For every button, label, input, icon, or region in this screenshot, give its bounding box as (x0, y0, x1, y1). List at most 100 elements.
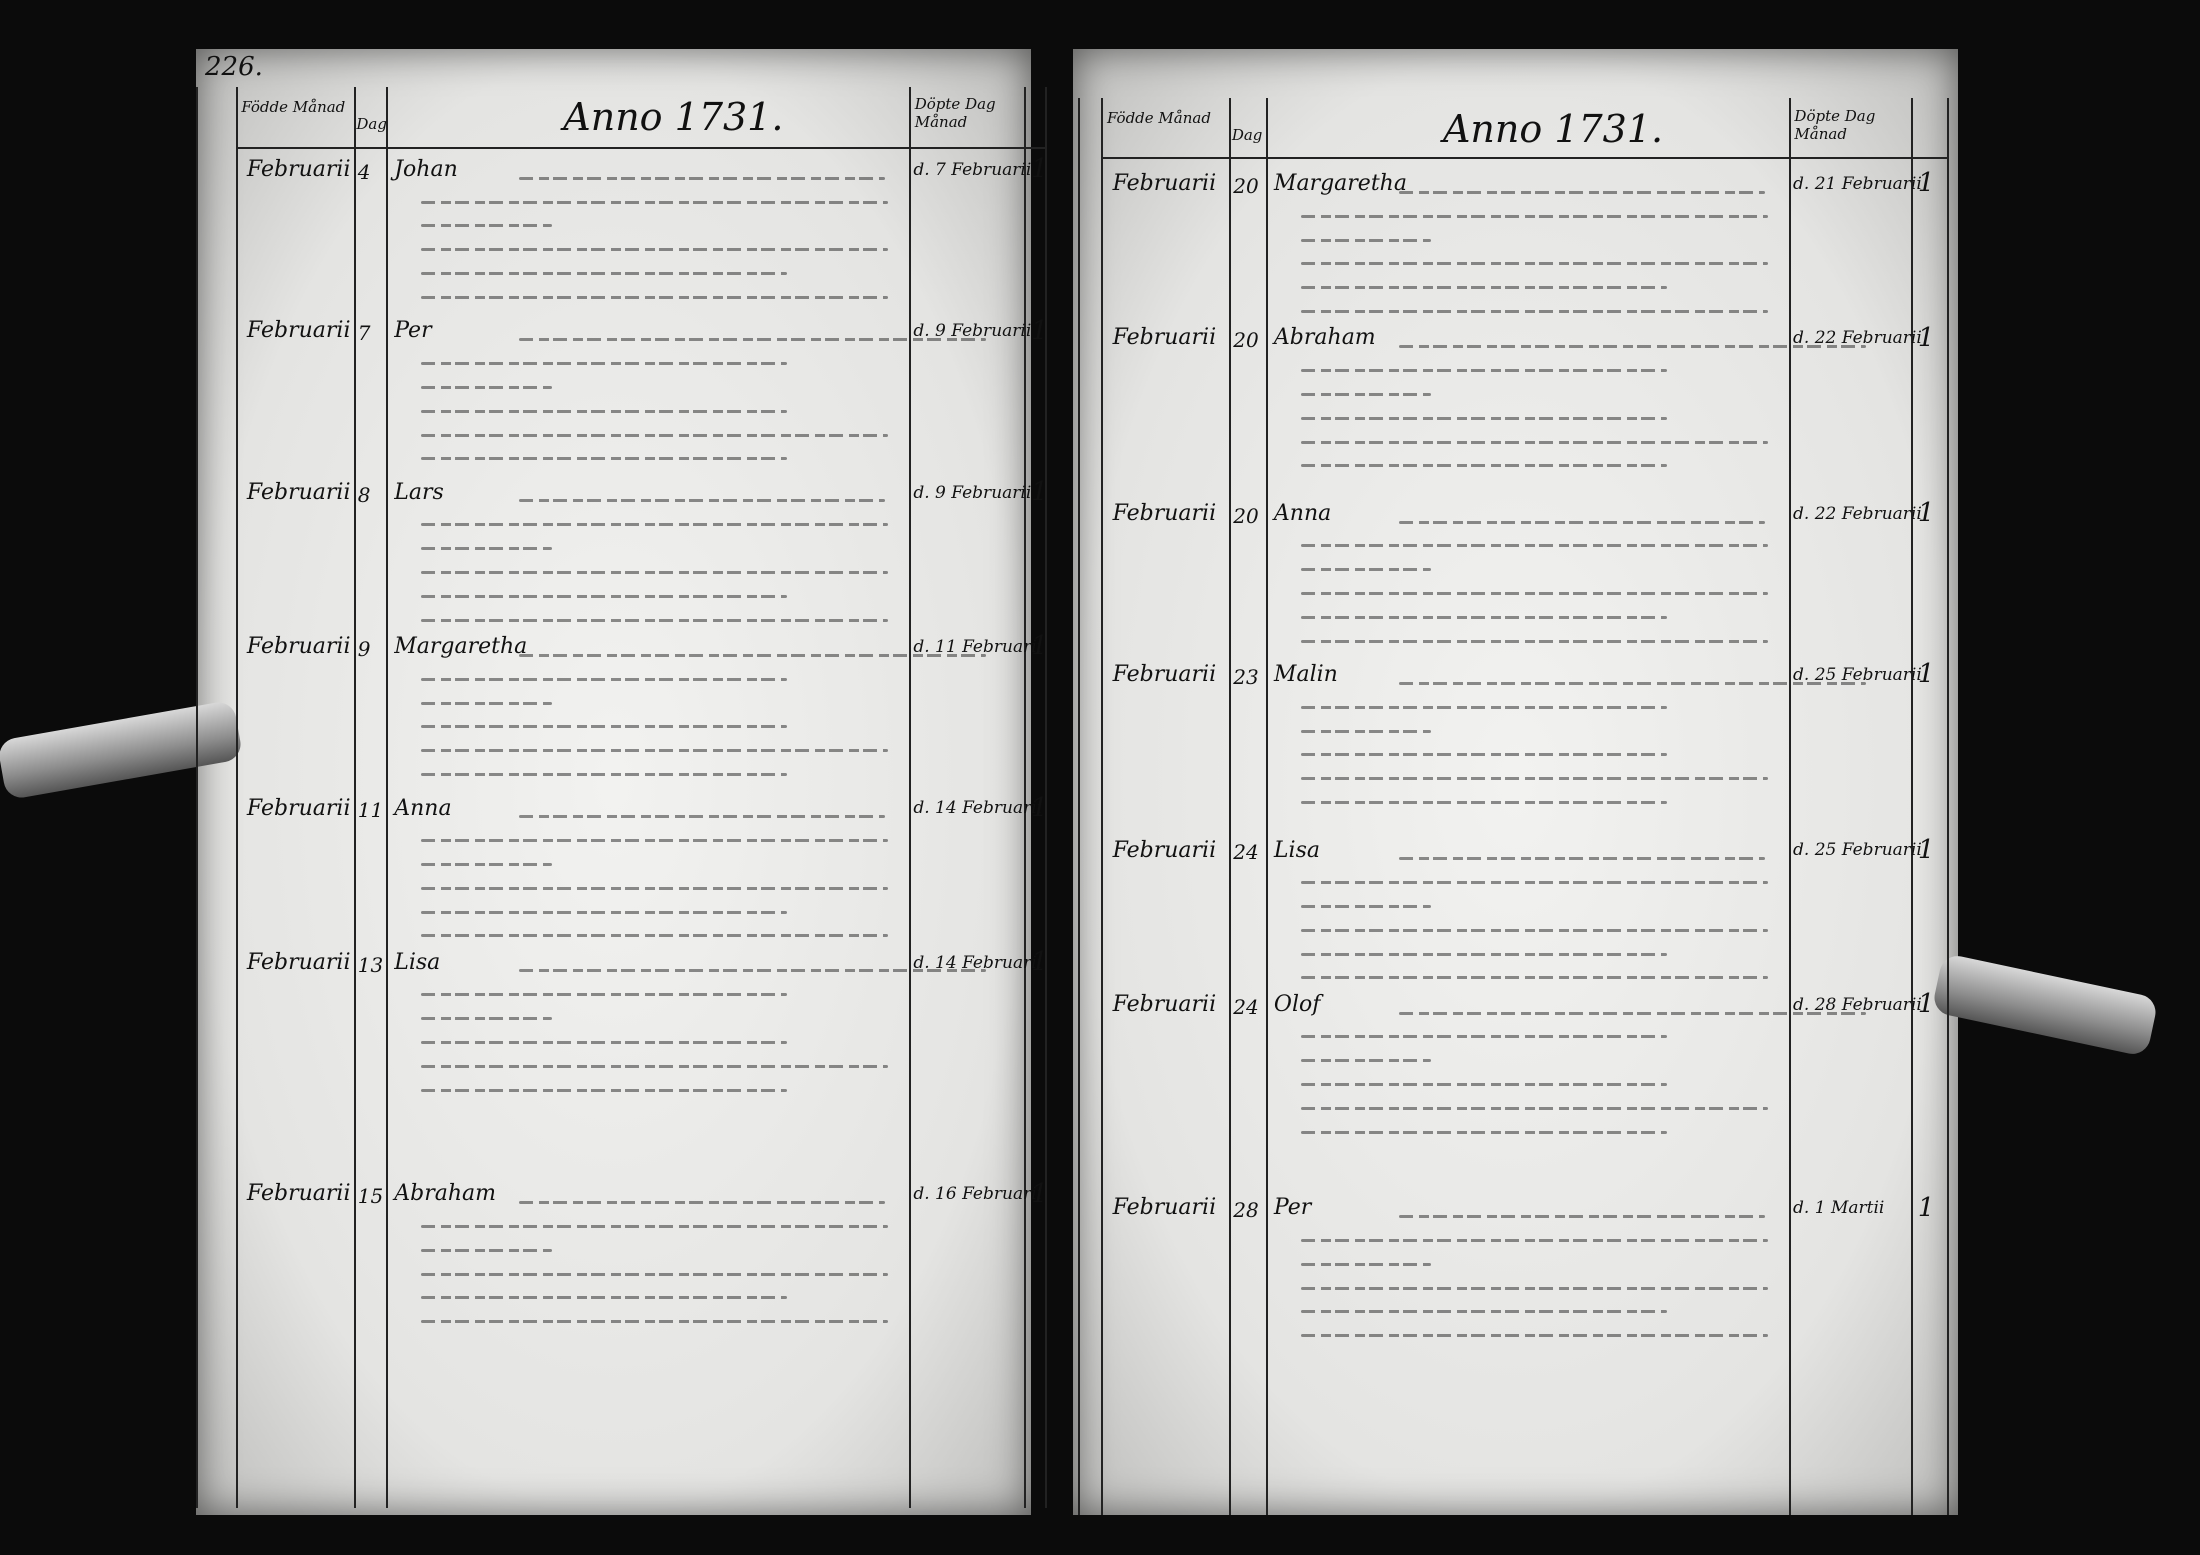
child-name: Per (394, 318, 432, 344)
handwriting-line (420, 433, 889, 437)
handwriting-line (1300, 1238, 1768, 1242)
entry-count: 1 (1917, 168, 1935, 199)
entry-count: 1 (1917, 834, 1935, 865)
handwriting-line (420, 523, 889, 527)
handwriting-line (519, 969, 987, 973)
handwriting-line (1300, 881, 1768, 885)
column-rule (353, 86, 356, 1509)
entry-count: 1 (1031, 315, 1048, 346)
entry-count: 1 (1031, 477, 1048, 508)
page-title: Anno 1731. (1442, 106, 1664, 151)
birth-day: 8 (357, 482, 371, 507)
entry-count: 1 (1031, 631, 1048, 662)
handwriting-line (420, 725, 788, 729)
handwriting-line (1300, 777, 1768, 781)
column-rule (1024, 86, 1027, 1509)
handwriting-line (1300, 1059, 1432, 1063)
handwriting-line (1300, 568, 1432, 572)
handwriting-line (420, 838, 889, 842)
handwriting-line (420, 200, 889, 204)
entry-count: 1 (1917, 1192, 1935, 1223)
handwriting-line (1300, 416, 1667, 420)
handwriting-line (420, 773, 788, 777)
entry-count: 1 (1031, 792, 1048, 823)
handwriting-line (420, 993, 788, 997)
birth-month: Februarii (246, 157, 351, 183)
handwriting-line (1300, 392, 1432, 396)
handwriting-line (1300, 310, 1768, 314)
child-name: Abraham (1273, 325, 1376, 351)
header-rule (1101, 157, 1948, 160)
handwriting-line (1300, 952, 1667, 956)
month-column-header: Födde Månad (241, 98, 346, 117)
handwriting-line (1300, 801, 1667, 805)
baptism-date: d. 11 Februarii (913, 636, 1043, 657)
handwriting-line (519, 653, 987, 657)
birth-month: Februarii (246, 795, 351, 821)
handwriting-line (420, 886, 889, 890)
child-name: Lars (394, 479, 444, 505)
handwriting-line (1300, 1262, 1432, 1266)
child-name: Anna (1273, 500, 1332, 526)
left-sheet (196, 49, 1031, 1515)
child-name: Margaretha (394, 634, 528, 660)
birth-month: Februarii (246, 949, 351, 975)
handwriting-line (1300, 1106, 1768, 1110)
birth-month: Februarii (1112, 662, 1217, 688)
baptism-date: d. 16 Februarii (913, 1184, 1043, 1205)
handwriting-line (519, 338, 987, 342)
handwriting-line (1300, 1334, 1768, 1338)
birth-month: Februarii (246, 634, 351, 660)
handwriting-line (420, 248, 889, 252)
handwriting-line (420, 547, 552, 551)
handwriting-line (420, 1224, 889, 1228)
handwriting-line (1300, 753, 1667, 757)
handwriting-line (519, 176, 886, 180)
handwriting-line (1300, 1286, 1768, 1290)
handwriting-line (420, 457, 788, 461)
baptism-date: d. 9 Februarii (913, 321, 1032, 342)
birth-day: 28 (1233, 1198, 1259, 1223)
handwriting-line (1398, 520, 1766, 524)
page-number: 226. (205, 52, 263, 82)
entry-count: 1 (1031, 154, 1048, 185)
handwriting-line (519, 1200, 886, 1204)
right-sheet (1073, 49, 1958, 1515)
baptism-date: d. 22 Februarii (1793, 503, 1922, 524)
child-name: Lisa (1273, 837, 1320, 863)
baptized-column-header: Döpte Dag Månad (914, 95, 996, 132)
birth-day: 15 (357, 1184, 384, 1209)
handwriting-line (420, 224, 552, 228)
birth-month: Februarii (1112, 500, 1217, 526)
header-rule (235, 147, 1046, 150)
birth-day: 23 (1233, 665, 1259, 690)
baptism-date: d. 1 Martii (1793, 1198, 1885, 1219)
entry-count: 1 (1031, 947, 1048, 978)
birth-day: 7 (357, 321, 371, 346)
column-rule (235, 86, 238, 1509)
baptism-date: d. 25 Februarii (1793, 840, 1922, 861)
handwriting-line (420, 296, 889, 300)
handwriting-line (1300, 238, 1432, 242)
birth-day: 24 (1233, 840, 1259, 865)
month-column-header: Födde Månad (1106, 109, 1211, 128)
baptism-date: d. 28 Februarii (1793, 994, 1922, 1015)
entry-count: 1 (1917, 498, 1935, 529)
handwriting-line (1300, 214, 1768, 218)
baptism-date: d. 22 Februarii (1793, 328, 1922, 349)
handwriting-line (1300, 286, 1667, 290)
column-rule (1077, 98, 1080, 1516)
day-column-header: Dag (1231, 126, 1263, 145)
entry-count: 1 (1917, 989, 1935, 1020)
handwriting-line (420, 361, 788, 365)
column-rule (1947, 98, 1950, 1516)
handwriting-line (1398, 681, 1866, 685)
handwriting-line (420, 1272, 889, 1276)
baptism-date: d. 25 Februarii (1793, 665, 1922, 686)
column-rule (1045, 86, 1048, 1509)
birth-month: Februarii (1112, 171, 1217, 197)
handwriting-line (1398, 1214, 1766, 1218)
handwriting-line (420, 1064, 889, 1068)
